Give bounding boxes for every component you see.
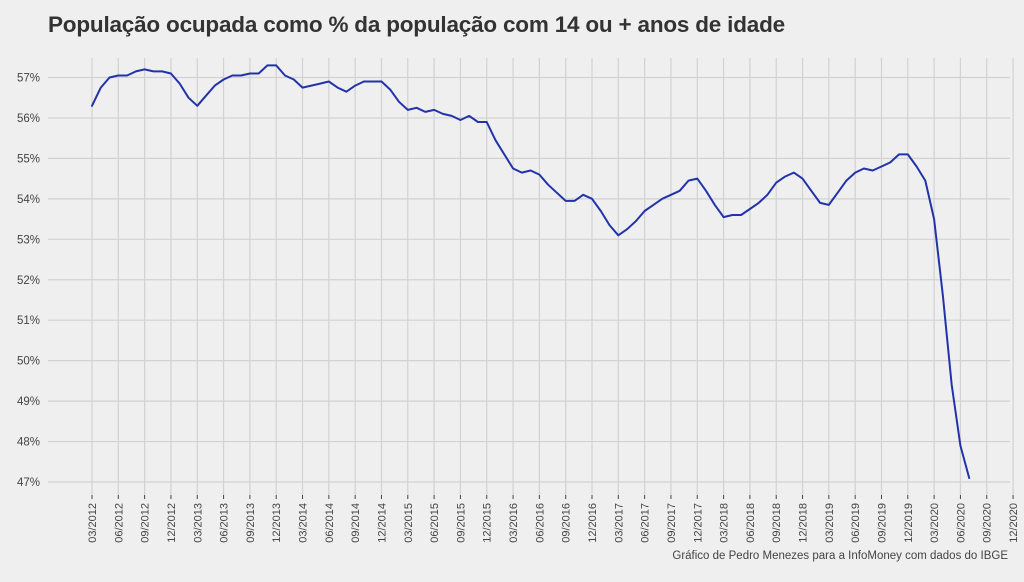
x-tick-label: 03/2012 xyxy=(87,503,99,543)
x-tick-label: 03/2018 xyxy=(719,503,731,543)
x-tick-label: 06/2017 xyxy=(640,503,652,543)
x-tick-label: 06/2020 xyxy=(955,503,967,543)
x-tick-label: 09/2020 xyxy=(982,503,994,543)
x-tick-label: 12/2020 xyxy=(1008,503,1020,543)
x-tick-label: 03/2014 xyxy=(298,503,310,543)
chart-grid xyxy=(48,58,1014,495)
x-tick-label: 12/2012 xyxy=(166,503,178,543)
x-tick-label: 03/2016 xyxy=(508,503,520,543)
x-tick-label: 03/2017 xyxy=(613,503,625,543)
y-tick-label: 54% xyxy=(17,194,40,206)
x-tick-label: 12/2013 xyxy=(271,503,283,543)
x-tick-label: 06/2016 xyxy=(534,503,546,543)
y-tick-label: 55% xyxy=(17,153,40,165)
x-tick-label: 06/2013 xyxy=(219,503,231,543)
x-tick-label: 09/2016 xyxy=(561,503,573,543)
y-tick-label: 51% xyxy=(17,315,40,327)
x-tick-label: 09/2013 xyxy=(245,503,257,543)
y-axis-ticks: 47% 48% 49% 50% 51% 52% 53% 54% 55% 56% 57% xyxy=(17,73,40,490)
x-tick-label: 06/2015 xyxy=(429,503,441,543)
y-tick-label: 47% xyxy=(17,477,40,489)
x-tick-label: 09/2018 xyxy=(771,503,783,543)
y-tick-label: 49% xyxy=(17,396,40,408)
x-tick-label: 09/2017 xyxy=(666,503,678,543)
y-tick-label: 50% xyxy=(17,356,40,368)
x-tick-label: 03/2019 xyxy=(824,503,836,543)
x-tick-label: 06/2019 xyxy=(850,503,862,543)
x-tick-label: 03/2015 xyxy=(403,503,415,543)
y-tick-label: 56% xyxy=(17,113,40,125)
x-tick-label: 06/2012 xyxy=(113,503,125,543)
x-tick-label: 09/2014 xyxy=(350,503,362,543)
y-tick-label: 57% xyxy=(17,73,40,85)
x-tick-label: 12/2015 xyxy=(482,503,494,543)
x-tick-label: 09/2015 xyxy=(455,503,467,543)
x-axis-ticks: 03/2012 06/2012 09/2012 12/2012 03/2013 06/20… xyxy=(87,495,1020,543)
series-layer xyxy=(91,64,971,479)
x-tick-label: 06/2018 xyxy=(745,503,757,543)
x-tick-label: 09/2012 xyxy=(140,503,152,543)
x-tick-label: 03/2020 xyxy=(929,503,941,543)
x-tick-label: 03/2013 xyxy=(192,503,204,543)
x-tick-label: 12/2019 xyxy=(903,503,915,543)
x-tick-label: 12/2016 xyxy=(587,503,599,543)
x-tick-label: 12/2014 xyxy=(376,503,388,543)
x-tick-label: 06/2014 xyxy=(324,503,336,543)
chart-title: População ocupada como % da população co… xyxy=(48,12,785,37)
y-tick-label: 48% xyxy=(17,437,40,449)
x-tick-label: 09/2019 xyxy=(876,503,888,543)
source-caption: Gráfico de Pedro Menezes para a InfoMone… xyxy=(672,550,1008,562)
x-tick-label: 12/2017 xyxy=(692,503,704,543)
y-tick-label: 53% xyxy=(17,234,40,246)
y-tick-label: 52% xyxy=(17,275,40,287)
series-line xyxy=(91,64,971,479)
x-tick-label: 12/2018 xyxy=(798,503,810,543)
